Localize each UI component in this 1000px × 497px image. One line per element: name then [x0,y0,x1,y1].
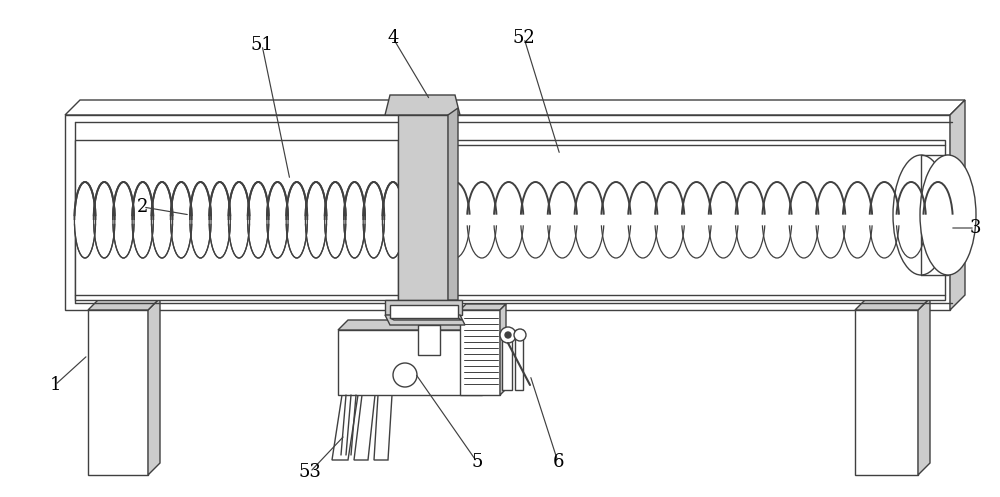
Polygon shape [390,305,458,318]
Polygon shape [855,298,930,310]
Ellipse shape [655,182,684,258]
Text: 4: 4 [387,29,399,47]
Polygon shape [460,304,506,310]
Ellipse shape [325,182,346,258]
Ellipse shape [521,182,550,258]
Ellipse shape [467,182,497,258]
Circle shape [500,327,516,343]
Polygon shape [374,395,392,460]
Ellipse shape [843,182,872,258]
Polygon shape [385,95,460,115]
Ellipse shape [789,182,819,258]
Ellipse shape [382,182,404,258]
Polygon shape [390,318,462,320]
Ellipse shape [762,182,792,258]
Ellipse shape [896,182,926,258]
Ellipse shape [870,182,899,258]
Polygon shape [855,310,918,475]
Bar [502,330,512,390]
Ellipse shape [920,155,976,275]
Circle shape [505,332,511,338]
Bar [515,330,523,390]
Ellipse shape [440,182,470,258]
Polygon shape [460,310,500,395]
Ellipse shape [286,182,307,258]
Polygon shape [398,115,448,300]
Ellipse shape [735,182,765,258]
Polygon shape [482,320,492,395]
Polygon shape [500,304,506,395]
Polygon shape [450,140,945,300]
Ellipse shape [132,182,153,258]
Ellipse shape [682,182,711,258]
Polygon shape [88,298,160,310]
Ellipse shape [363,182,384,258]
Ellipse shape [816,182,845,258]
Polygon shape [148,298,160,475]
Ellipse shape [74,182,96,258]
Polygon shape [338,330,482,395]
Text: 53: 53 [299,463,321,481]
Ellipse shape [267,182,288,258]
Text: 5: 5 [471,453,483,471]
Polygon shape [385,300,462,315]
Polygon shape [385,315,465,325]
Polygon shape [65,115,950,310]
Ellipse shape [923,182,953,258]
Bar [418,325,440,355]
Polygon shape [338,320,492,330]
Polygon shape [918,298,930,475]
Text: 2: 2 [137,198,149,216]
Ellipse shape [151,182,173,258]
Circle shape [514,329,526,341]
Circle shape [393,363,417,387]
Ellipse shape [893,155,949,275]
Ellipse shape [248,182,269,258]
Ellipse shape [94,182,115,258]
Ellipse shape [628,182,658,258]
Text: 52: 52 [513,29,535,47]
Polygon shape [448,108,458,300]
Ellipse shape [344,182,365,258]
Ellipse shape [171,182,192,258]
Ellipse shape [190,182,211,258]
Ellipse shape [709,182,738,258]
Text: 6: 6 [552,453,564,471]
Ellipse shape [494,182,523,258]
Polygon shape [354,395,375,460]
Text: 1: 1 [49,376,61,394]
Polygon shape [65,100,965,115]
Text: 3: 3 [969,219,981,237]
Ellipse shape [209,182,230,258]
Ellipse shape [113,182,134,258]
Ellipse shape [228,182,250,258]
Text: 51: 51 [251,36,273,54]
Ellipse shape [574,182,604,258]
Polygon shape [332,395,358,460]
Ellipse shape [305,182,327,258]
Polygon shape [88,310,148,475]
Polygon shape [75,140,398,300]
Polygon shape [950,100,965,310]
Ellipse shape [548,182,577,258]
Ellipse shape [601,182,631,258]
